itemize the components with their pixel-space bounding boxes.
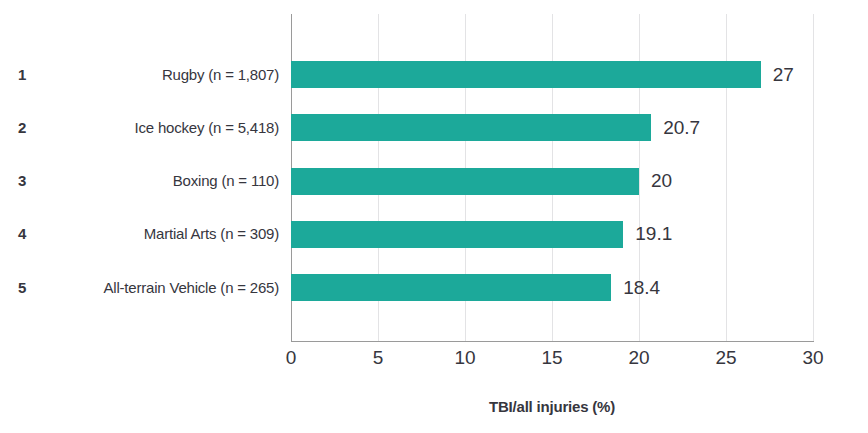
bar xyxy=(291,114,651,141)
row-rank: 2 xyxy=(18,119,42,137)
row-rank: 4 xyxy=(18,225,42,243)
bar-chart: TBI/all injuries (%) 0510152025301Rugby … xyxy=(0,0,868,433)
x-tick-label: 15 xyxy=(530,347,574,369)
category-label: Ice hockey (n = 5,418) xyxy=(40,119,279,137)
bar xyxy=(291,168,639,195)
row-rank: 5 xyxy=(18,279,42,297)
value-label: 20.7 xyxy=(663,117,700,139)
x-axis-title: TBI/all injuries (%) xyxy=(402,398,702,415)
category-label: All-terrain Vehicle (n = 265) xyxy=(40,279,279,297)
value-label: 20 xyxy=(651,170,672,192)
category-label: Boxing (n = 110) xyxy=(40,172,279,190)
x-tick-label: 20 xyxy=(617,347,661,369)
bar xyxy=(291,221,623,248)
category-label: Rugby (n = 1,807) xyxy=(40,66,279,84)
x-axis-line xyxy=(291,341,814,342)
row-rank: 1 xyxy=(18,66,42,84)
value-label: 18.4 xyxy=(623,277,660,299)
x-tick-label: 25 xyxy=(704,347,748,369)
category-label: Martial Arts (n = 309) xyxy=(40,225,279,243)
x-tick-label: 10 xyxy=(443,347,487,369)
value-label: 19.1 xyxy=(635,223,672,245)
gridline xyxy=(813,14,814,341)
row-rank: 3 xyxy=(18,172,42,190)
bar xyxy=(291,274,611,301)
bar xyxy=(291,61,761,88)
x-tick-label: 30 xyxy=(791,347,835,369)
x-tick-label: 0 xyxy=(269,347,313,369)
x-tick-label: 5 xyxy=(356,347,400,369)
value-label: 27 xyxy=(773,64,794,86)
